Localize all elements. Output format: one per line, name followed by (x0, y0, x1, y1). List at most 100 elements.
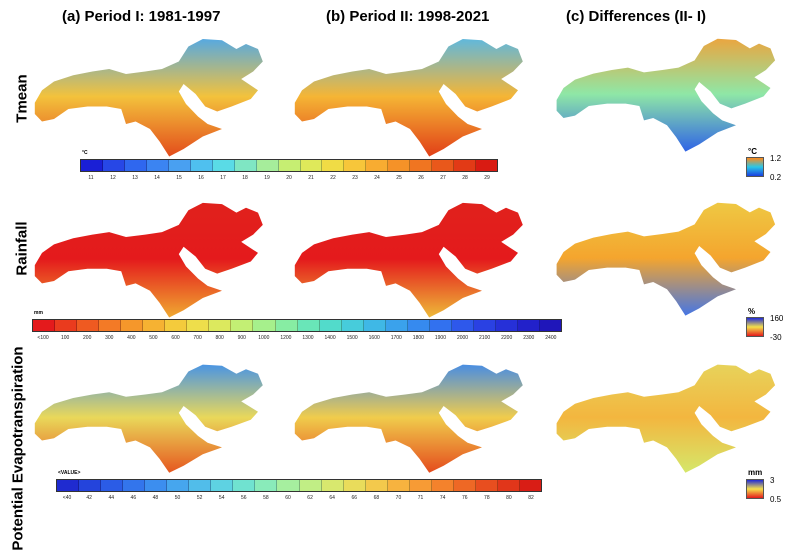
row-label-tmean: Tmean (13, 74, 31, 123)
colorbar-tmean-swatch (300, 160, 323, 171)
legend-rainfall-min: -30 (770, 333, 782, 342)
colorbar-pet-tick: 54 (218, 495, 225, 501)
colorbar-tmean-swatch (454, 160, 477, 171)
colorbar-rainfall-tick: 1500 (346, 335, 358, 341)
colorbar-pet-tick: 50 (174, 495, 181, 501)
map-pet-differences-svg (556, 364, 776, 473)
colorbar-tmean-unit: °C (82, 150, 88, 156)
colorbar-pet-swatch (189, 480, 212, 491)
colorbar-tmean-swatch (410, 160, 433, 171)
colorbar-rainfall-tick: 600 (171, 335, 180, 341)
map-tmean-period-1-svg (34, 39, 263, 157)
map-rainfall-period-2 (290, 198, 530, 320)
colorbar-rainfall-tick: 700 (193, 335, 202, 341)
colorbar-pet-unit: <VALUE> (58, 470, 81, 476)
colorbar-pet-swatch (277, 480, 300, 491)
column-title-differences: (c) Differences (II- I) (566, 8, 707, 25)
colorbar-pet-swatch (365, 480, 388, 491)
map-fill (556, 202, 776, 316)
colorbar-rainfall-tick: 1900 (434, 335, 446, 341)
map-tmean-differences (552, 34, 782, 154)
map-pet-differences (552, 360, 782, 475)
colorbar-pet-swatch (255, 480, 278, 491)
legend-rainfall-gradient (746, 317, 764, 337)
legend-pet-unit: mm (748, 468, 763, 477)
colorbar-rainfall-unit: mm (34, 310, 43, 316)
colorbar-tmean-ticks: 11 12 13 14 15 16 17 18 19 20 21 22 23 24 25 26 27 28 29 (80, 175, 498, 181)
legend-pet-min: 0.5 (770, 495, 782, 504)
map-fill (294, 39, 523, 157)
colorbar-pet-swatch (167, 480, 190, 491)
colorbar-tmean-swatch (146, 160, 169, 171)
colorbar-rainfall-swatch (451, 320, 474, 331)
colorbar-pet-swatch (475, 480, 498, 491)
map-rainfall-period-1 (30, 198, 270, 320)
colorbar-rainfall-tick: 100 (60, 335, 70, 341)
colorbar-rainfall-swatch (165, 320, 188, 331)
colorbar-tmean-swatch (102, 160, 125, 171)
legend-rainfall-max: 160 (770, 314, 784, 323)
colorbar-tmean-tick: 28 (462, 175, 468, 181)
map-tmean-period-1 (30, 34, 270, 159)
colorbar-tmean-swatch (212, 160, 235, 171)
legend-tmean-unit: °C (748, 147, 757, 156)
colorbar-tmean-tick: 21 (308, 175, 314, 181)
colorbar-rainfall-tick: 1700 (390, 335, 402, 341)
colorbar-tmean-swatch (234, 160, 257, 171)
colorbar-rainfall-tick: 1200 (280, 335, 292, 341)
colorbar-rainfall-tick: 2200 (501, 335, 513, 341)
colorbar-rainfall-tick: 1600 (368, 335, 380, 341)
colorbar-tmean-tick: 11 (88, 175, 94, 181)
colorbar-rainfall-swatch (385, 320, 408, 331)
colorbar-rainfall-swatch (99, 320, 122, 331)
colorbar-tmean-tick: 25 (396, 175, 402, 181)
colorbar-tmean-tick: 24 (374, 175, 380, 181)
colorbar-rainfall-swatch (121, 320, 144, 331)
colorbar-pet-tick: <40 (62, 495, 72, 501)
colorbar-tmean-swatch (124, 160, 147, 171)
colorbar-rainfall-tick: 800 (215, 335, 224, 341)
colorbar-rainfall-swatch (518, 320, 541, 331)
colorbar-tmean-tick: 23 (352, 175, 358, 181)
colorbar-pet-tick: 64 (329, 495, 335, 501)
colorbar-pet-tick: 52 (196, 495, 203, 501)
colorbar-pet-swatch (299, 480, 322, 491)
map-fill (556, 364, 776, 473)
map-rainfall-period-2-svg (294, 202, 523, 318)
map-tmean-period-2-svg (294, 39, 523, 157)
colorbar-pet-swatch (343, 480, 366, 491)
colorbar-tmean-swatch (278, 160, 301, 171)
colorbar-rainfall-tick: 500 (149, 335, 158, 341)
colorbar-tmean-swatch (81, 160, 103, 171)
column-title-period-1: (a) Period I: 1981-1997 (62, 8, 221, 25)
colorbar-tmean-swatch (190, 160, 213, 171)
colorbar-rainfall-swatch (275, 320, 298, 331)
colorbar-pet-tick: 56 (241, 495, 247, 501)
colorbar-tmean-tick: 26 (418, 175, 424, 181)
colorbar-tmean-swatch (476, 160, 498, 171)
colorbar-rainfall-tick: 2100 (479, 335, 491, 341)
colorbar-pet-swatch (233, 480, 256, 491)
colorbar-pet-swatch (519, 480, 542, 491)
colorbar-tmean-tick: 12 (110, 175, 116, 181)
map-rainfall-period-1-svg (34, 202, 263, 318)
colorbar-rainfall-tick: 200 (83, 335, 92, 341)
colorbar-pet-tick: 70 (395, 495, 402, 501)
colorbar-pet-swatch (431, 480, 454, 491)
colorbar-pet-swatch (57, 480, 80, 491)
colorbar-tmean-tick: 14 (154, 175, 160, 181)
map-rainfall-differences-svg (556, 202, 776, 316)
colorbar-pet-tick: 68 (373, 495, 380, 501)
colorbar-rainfall-tick: 900 (237, 335, 246, 341)
colorbar-tmean-tick: 19 (264, 175, 270, 181)
legend-rainfall-unit: % (748, 307, 756, 316)
colorbar-pet-swatch (211, 480, 234, 491)
colorbar-pet-tick: 44 (108, 495, 115, 501)
colorbar-pet-tick: 66 (351, 495, 358, 501)
legend-tmean-gradient (746, 157, 764, 177)
map-tmean-period-2 (290, 34, 530, 159)
colorbar-rainfall-swatch (33, 320, 56, 331)
legend-pet-max: 3 (770, 476, 775, 485)
column-title-period-2: (b) Period II: 1998-2021 (326, 8, 490, 25)
colorbar-rainfall-swatch (319, 320, 342, 331)
